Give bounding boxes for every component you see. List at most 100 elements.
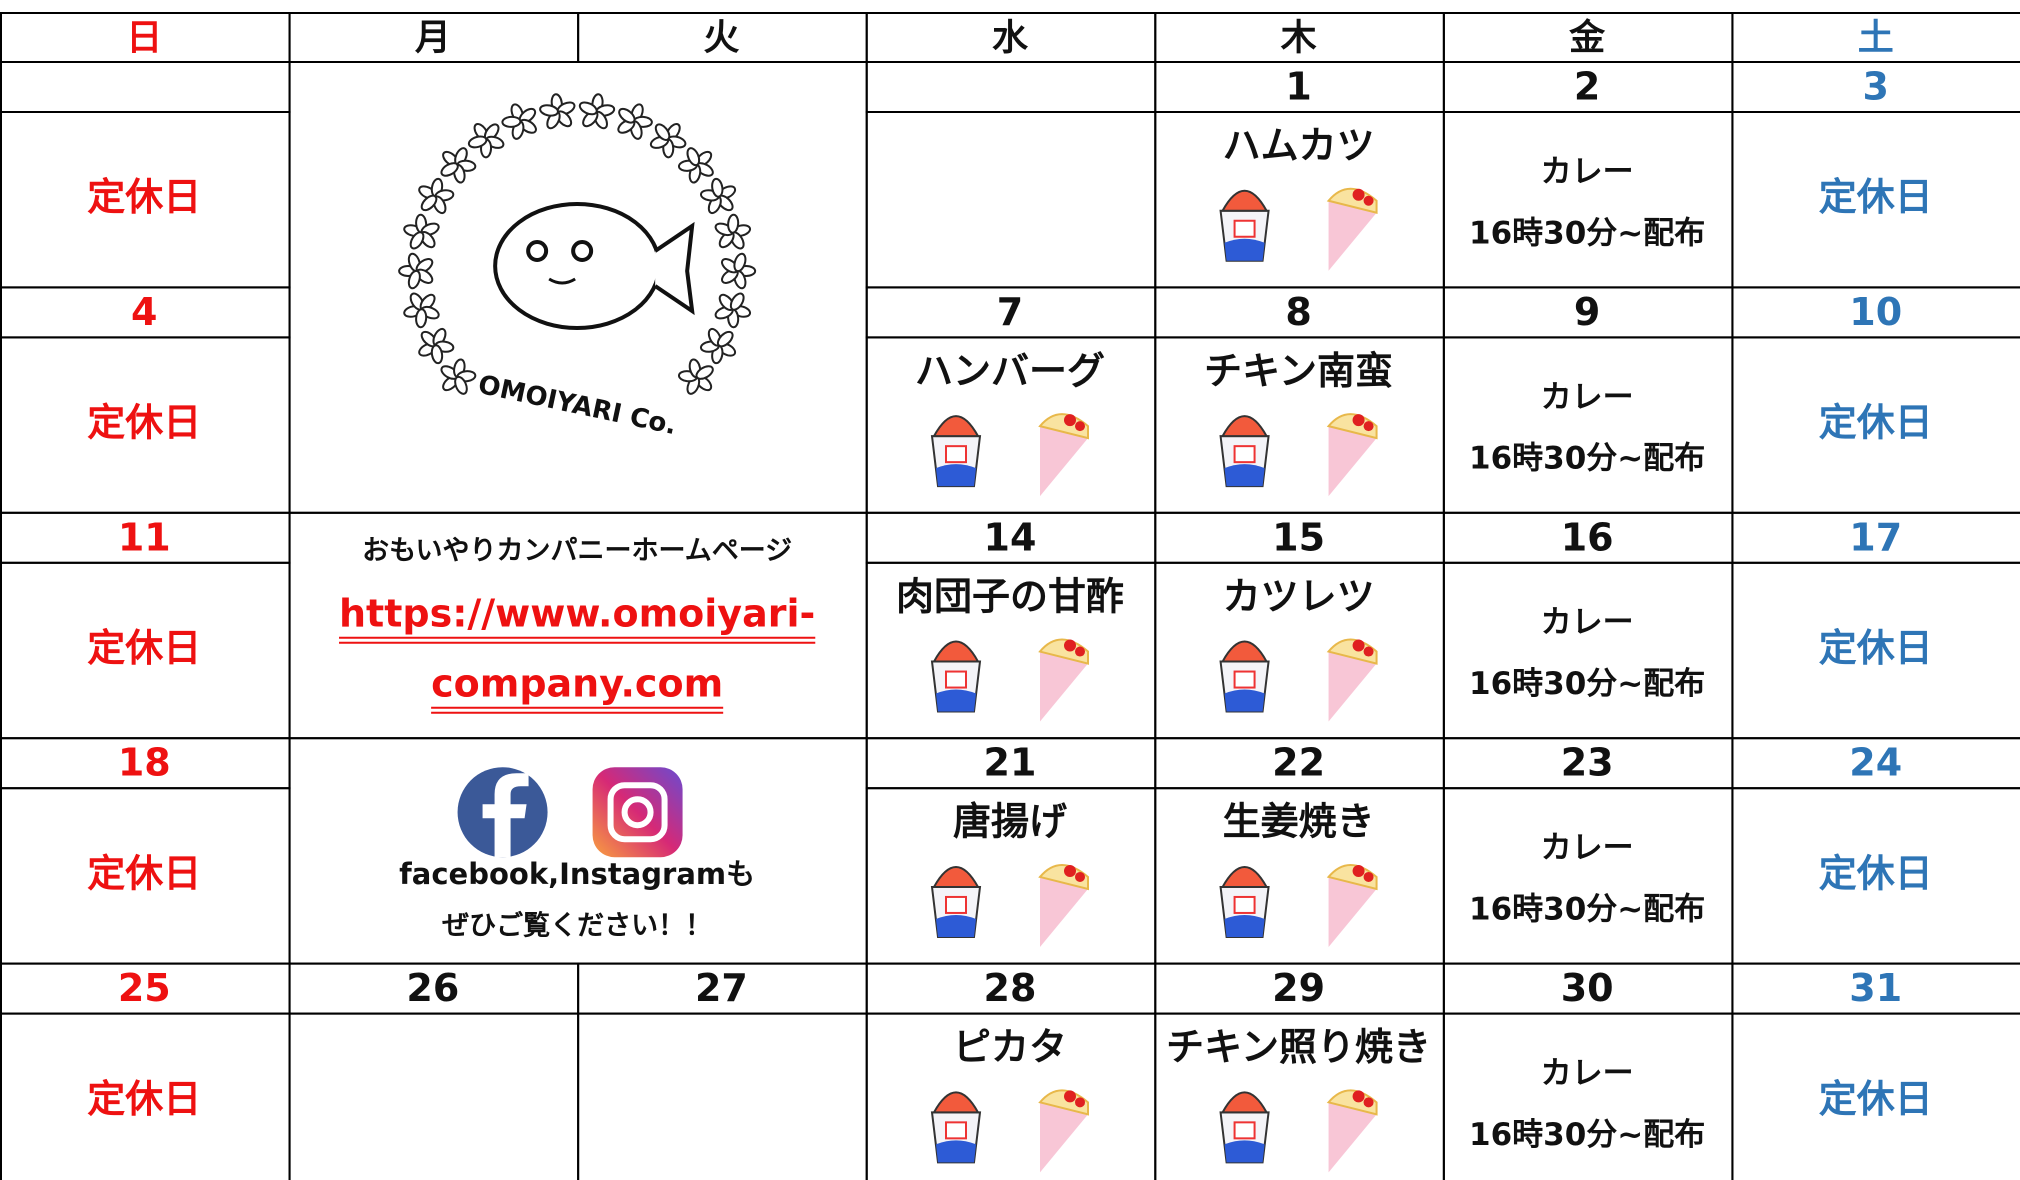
closed: 定休日 (1819, 175, 1933, 219)
ice-flag (945, 445, 967, 464)
date: 1 (1285, 65, 1311, 109)
menu-line: 16時30分~配布 (1469, 891, 1705, 927)
crepe-berry (1352, 414, 1365, 427)
menu-line: 16時30分~配布 (1469, 666, 1705, 702)
date-cell (865, 61, 1157, 113)
date: 10 (1849, 290, 1902, 334)
menu: チキン南蛮 (1204, 349, 1393, 393)
ice-top (1220, 640, 1269, 663)
date: 2 (1574, 65, 1600, 109)
instagram-frame (607, 782, 668, 843)
crepe-berry (1352, 188, 1365, 201)
ice-top (1220, 1091, 1269, 1114)
menu-line: カレー (1541, 605, 1634, 641)
crepe-berry (1064, 414, 1076, 427)
ice-top (932, 866, 980, 888)
menu-line: 16時30分~配布 (1469, 441, 1705, 477)
crepe-cone (1328, 200, 1377, 271)
fish-body (493, 202, 662, 330)
crepe-berry (1075, 421, 1085, 432)
crepe-cone (1328, 1102, 1377, 1173)
date: 26 (406, 966, 459, 1010)
menu-cell (1442, 1012, 1734, 1180)
petal (618, 107, 636, 124)
food-icons (1219, 1089, 1378, 1173)
petal (711, 177, 724, 198)
instagram-icon (592, 767, 683, 858)
closed: 定休日 (1819, 1077, 1933, 1121)
closed: 定休日 (87, 175, 201, 219)
date: 25 (118, 966, 171, 1010)
date: 24 (1849, 741, 1902, 785)
menu: ピカタ (953, 1025, 1067, 1069)
closed: 定休日 (87, 851, 201, 895)
menu: 生姜焼き (1223, 800, 1375, 844)
food-icons (1219, 863, 1378, 947)
fish-eye (526, 240, 549, 262)
ice-syrup (936, 914, 976, 937)
crepe-berry (1363, 195, 1374, 206)
menu-line: 16時30分~配布 (1469, 1117, 1705, 1153)
ice-flag (945, 895, 967, 914)
crepe-cone (1040, 426, 1088, 497)
date: 3 (1862, 65, 1888, 109)
date: 31 (1849, 966, 1902, 1010)
social-cell (288, 737, 868, 965)
date: 9 (1574, 290, 1600, 334)
ice-top (932, 640, 980, 663)
menu-line: カレー (1541, 1055, 1634, 1091)
weekday: 月 (415, 18, 451, 59)
date-cell (0, 61, 291, 113)
logo: OMOIYARI Co. (398, 93, 757, 441)
petal (578, 101, 598, 116)
weekday: 土 (1858, 18, 1894, 59)
food-icons (930, 638, 1089, 722)
crepe-berry (1075, 1097, 1085, 1108)
food-icons (1219, 413, 1378, 497)
date: 23 (1561, 741, 1614, 785)
menu-cell (865, 111, 1157, 289)
weekday: 金 (1568, 17, 1606, 59)
social-line: facebook,Instagramも (399, 857, 755, 891)
petal (454, 375, 468, 395)
ice-syrup (1224, 689, 1265, 712)
menu-cell (1442, 787, 1734, 965)
petal (686, 147, 701, 167)
menu-cell (1442, 111, 1734, 289)
date: 27 (695, 966, 748, 1010)
ice-syrup (1224, 914, 1265, 937)
petal (733, 252, 747, 273)
weekday: 水 (992, 18, 1029, 59)
petal (430, 344, 444, 365)
ice-flag (1233, 445, 1256, 464)
petal (695, 365, 714, 380)
petal (539, 104, 559, 117)
weekday: 木 (1281, 18, 1317, 59)
food-icons (930, 863, 1089, 947)
crepe-berry (1352, 639, 1365, 652)
petal (716, 330, 734, 348)
date: 16 (1561, 515, 1614, 559)
closed: 定休日 (1819, 851, 1933, 895)
ice-flag (1233, 219, 1256, 238)
crepe-berry (1363, 871, 1374, 882)
ice-top (932, 1091, 980, 1114)
ice-syrup (1224, 238, 1265, 261)
date: 14 (984, 515, 1037, 559)
petal (727, 213, 740, 234)
petal (729, 292, 745, 311)
crepe-berry (1075, 871, 1085, 882)
menu-cell (1442, 336, 1734, 514)
crepe-berry (1352, 1090, 1365, 1103)
homepage-url: company.com (431, 661, 723, 705)
menu-line: カレー (1541, 830, 1634, 866)
crepe-cone (1040, 651, 1088, 722)
crepe-cone (1040, 1102, 1088, 1173)
closed: 定休日 (1819, 401, 1933, 445)
date: 30 (1561, 966, 1614, 1010)
ice-flag (1233, 670, 1256, 689)
crepe-berry (1064, 1090, 1076, 1103)
petal (415, 308, 428, 329)
petal (467, 135, 488, 149)
